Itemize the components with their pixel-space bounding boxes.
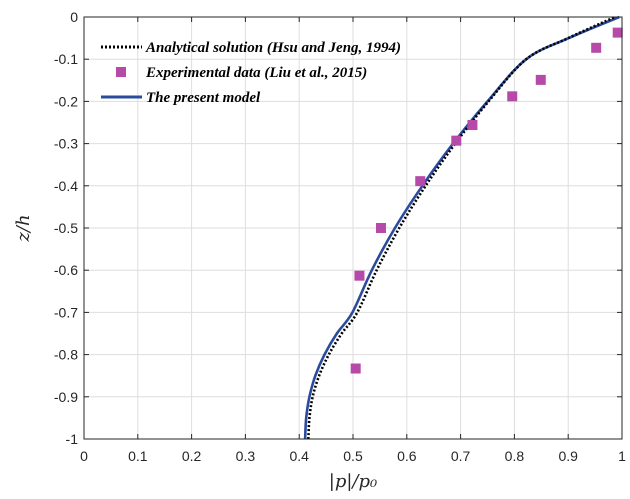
x-tick-label: 0.2 bbox=[182, 448, 202, 464]
y-tick-label: -0.9 bbox=[54, 389, 78, 405]
x-tick-label: 0.9 bbox=[558, 448, 578, 464]
y-tick-label: -0.3 bbox=[54, 136, 78, 152]
y-tick-label: -0.4 bbox=[54, 178, 78, 194]
data-point-experimental bbox=[415, 176, 426, 187]
y-axis-title: z/h bbox=[13, 214, 34, 242]
x-tick-label: 0.6 bbox=[397, 448, 417, 464]
y-tick-label: -0.1 bbox=[54, 51, 78, 67]
data-point-experimental bbox=[375, 223, 386, 233]
x-tick-label: 0.8 bbox=[505, 448, 525, 464]
y-tick-label: -0.5 bbox=[54, 220, 78, 236]
x-tick-label: 0.4 bbox=[289, 448, 309, 464]
data-point-experimental bbox=[612, 27, 623, 38]
grid bbox=[84, 17, 622, 439]
legend-swatch-experimental bbox=[116, 67, 126, 77]
x-tick-label: 0.1 bbox=[128, 448, 148, 464]
data-point-experimental bbox=[350, 363, 361, 374]
data-point-experimental bbox=[591, 42, 602, 53]
y-tick-label: -1 bbox=[66, 431, 79, 447]
data-point-experimental bbox=[467, 120, 478, 131]
data-point-experimental bbox=[507, 91, 518, 102]
x-tick-label: 0 bbox=[80, 448, 88, 464]
data-point-experimental bbox=[451, 135, 462, 146]
x-tick-label: 0.5 bbox=[343, 448, 363, 464]
legend: Analytical solution (Hsu and Jeng, 1994)… bbox=[101, 40, 401, 106]
y-tick-label: -0.2 bbox=[54, 93, 78, 109]
legend-label-experimental: Experimental data (Liu et al., 2015) bbox=[145, 65, 367, 81]
x-tick-label: 1 bbox=[618, 448, 626, 464]
ticks: 0 0.1 0.2 0.3 0.4 0.5 0.6 0.7 0.8 0.9 1 0 -0.1 -0.2 -0… bbox=[54, 9, 626, 464]
series-layer bbox=[303, 15, 623, 440]
series-line-analytical bbox=[307, 15, 616, 440]
x-axis-title: |p|/p₀ bbox=[329, 471, 377, 492]
y-tick-label: 0 bbox=[70, 9, 78, 25]
legend-label-present-model: The present model bbox=[146, 90, 261, 106]
y-tick-label: -0.6 bbox=[54, 262, 78, 278]
data-point-experimental bbox=[535, 74, 546, 85]
x-tick-label: 0.7 bbox=[451, 448, 471, 464]
x-tick-label: 0.3 bbox=[236, 448, 256, 464]
y-tick-label: -0.8 bbox=[54, 347, 78, 363]
legend-label-analytical: Analytical solution (Hsu and Jeng, 1994) bbox=[145, 40, 401, 56]
y-tick-label: -0.7 bbox=[54, 304, 78, 320]
data-point-experimental bbox=[354, 270, 365, 281]
